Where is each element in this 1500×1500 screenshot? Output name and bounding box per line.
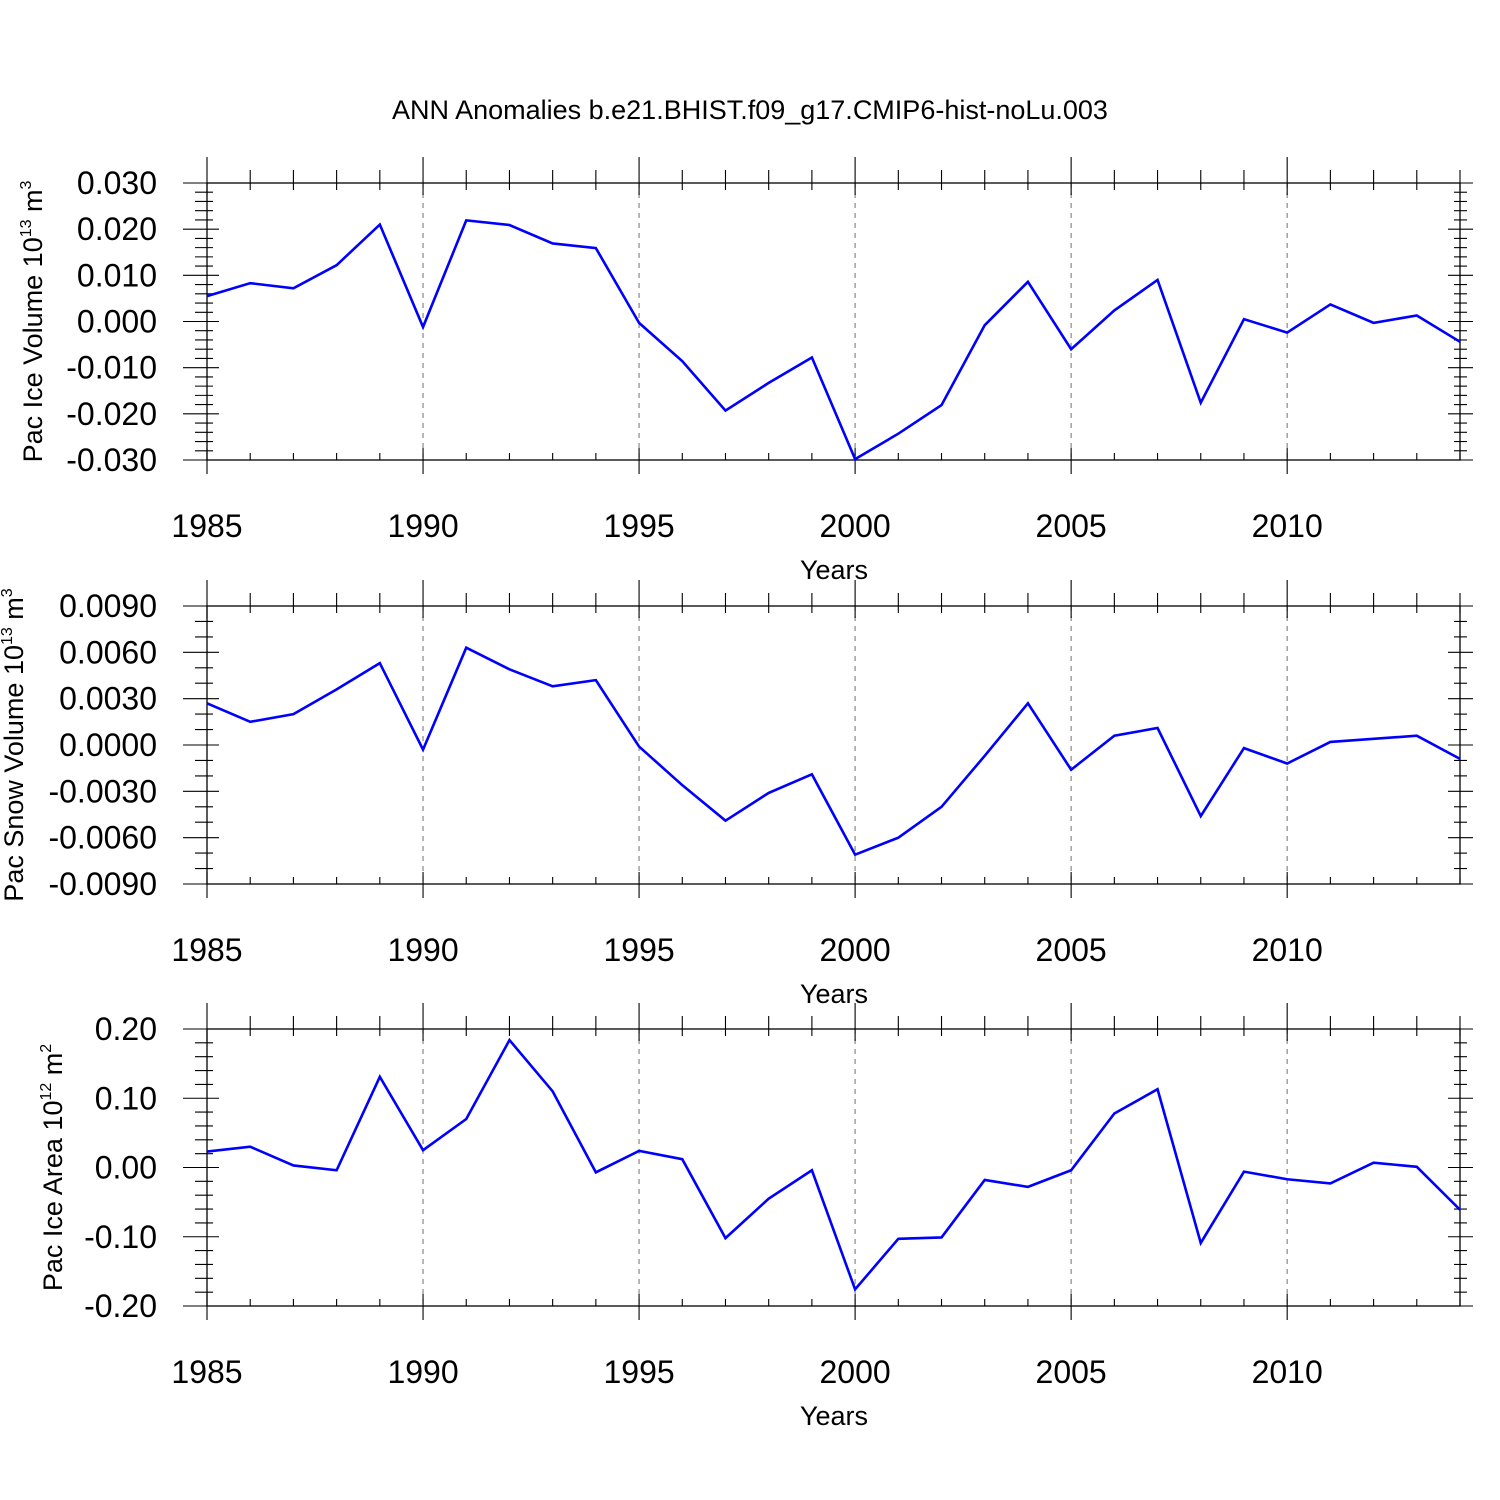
series-line: [206, 645, 1461, 857]
x-tick-label: 1990: [387, 508, 458, 544]
x-tick-label: 2000: [820, 508, 891, 544]
y-tick-label: -0.10: [84, 1219, 157, 1255]
y-tick-label: 0.10: [95, 1080, 157, 1116]
y-tick-label: 0.0030: [59, 681, 157, 717]
x-axis-title: Years: [800, 979, 868, 1009]
x-tick-label: 2005: [1036, 932, 1107, 968]
y-tick-label: -0.020: [66, 396, 157, 432]
panel-1: 1985 1990 1995 2000 2005 2010 Years -0.030 -0.02…: [18, 157, 1473, 585]
y-tick-label: 0.030: [77, 165, 157, 201]
plot-frame: [206, 1028, 1461, 1307]
y-tick-label: 0.020: [77, 211, 157, 247]
x-tick-label: 2000: [820, 932, 891, 968]
x-axis-title: Years: [800, 1401, 868, 1431]
x-tick-label: 1985: [171, 508, 242, 544]
y-tick-label: 0.000: [77, 304, 157, 340]
x-tick-label: 1985: [171, 1354, 242, 1390]
y-tick-label: 0.20: [95, 1011, 157, 1047]
y-tick-label: 0.00: [95, 1150, 157, 1186]
x-tick-label: 2010: [1252, 932, 1323, 968]
x-tick-label: 2005: [1036, 1354, 1107, 1390]
y-tick-label: -0.010: [66, 350, 157, 386]
x-tick-label: 1995: [603, 508, 674, 544]
series-line: [206, 1037, 1461, 1292]
series-line: [206, 218, 1461, 461]
y-tick-label: -0.20: [84, 1288, 157, 1324]
y-tick-label: -0.0030: [48, 773, 157, 809]
x-tick-label: 2010: [1252, 1354, 1323, 1390]
plot-frame: [206, 605, 1461, 885]
y-tick-label: -0.030: [66, 442, 157, 478]
y-tick-label: -0.0060: [48, 820, 157, 856]
x-tick-label: 1985: [171, 932, 242, 968]
x-tick-label: 2005: [1036, 508, 1107, 544]
y-tick-label: 0.010: [77, 257, 157, 293]
x-tick-label: 2000: [820, 1354, 891, 1390]
panel-2: 1985 1990 1995 2000 2005 2010 Years -0.0090 -0.0…: [0, 580, 1473, 1009]
x-axis-title: Years: [800, 555, 868, 585]
chart-panels: 1985 1990 1995 2000 2005 2010 Years -0.030 -0.02…: [0, 157, 1473, 1431]
y-tick-label: 0.0060: [59, 634, 157, 670]
y-tick-label: -0.0090: [48, 866, 157, 902]
chart-title: ANN Anomalies b.e21.BHIST.f09_g17.CMIP6-…: [392, 95, 1108, 125]
x-tick-label: 1990: [387, 932, 458, 968]
x-tick-label: 2010: [1252, 508, 1323, 544]
plot-frame: [206, 182, 1461, 461]
x-tick-label: 1995: [603, 932, 674, 968]
y-tick-label: 0.0000: [59, 727, 157, 763]
y-axis-title: Pac Ice Area 1012 m2: [38, 1044, 68, 1291]
x-tick-label: 1995: [603, 1354, 674, 1390]
panel-3: 1985 1990 1995 2000 2005 2010 Years -0.20 -0.10 0…: [38, 1003, 1473, 1431]
y-axis-title: Pac Snow Volume 1013 m3: [0, 588, 29, 901]
y-tick-label: 0.0090: [59, 588, 157, 624]
y-axis-title: Pac Ice Volume 1013 m3: [18, 180, 48, 462]
x-tick-label: 1990: [387, 1354, 458, 1390]
